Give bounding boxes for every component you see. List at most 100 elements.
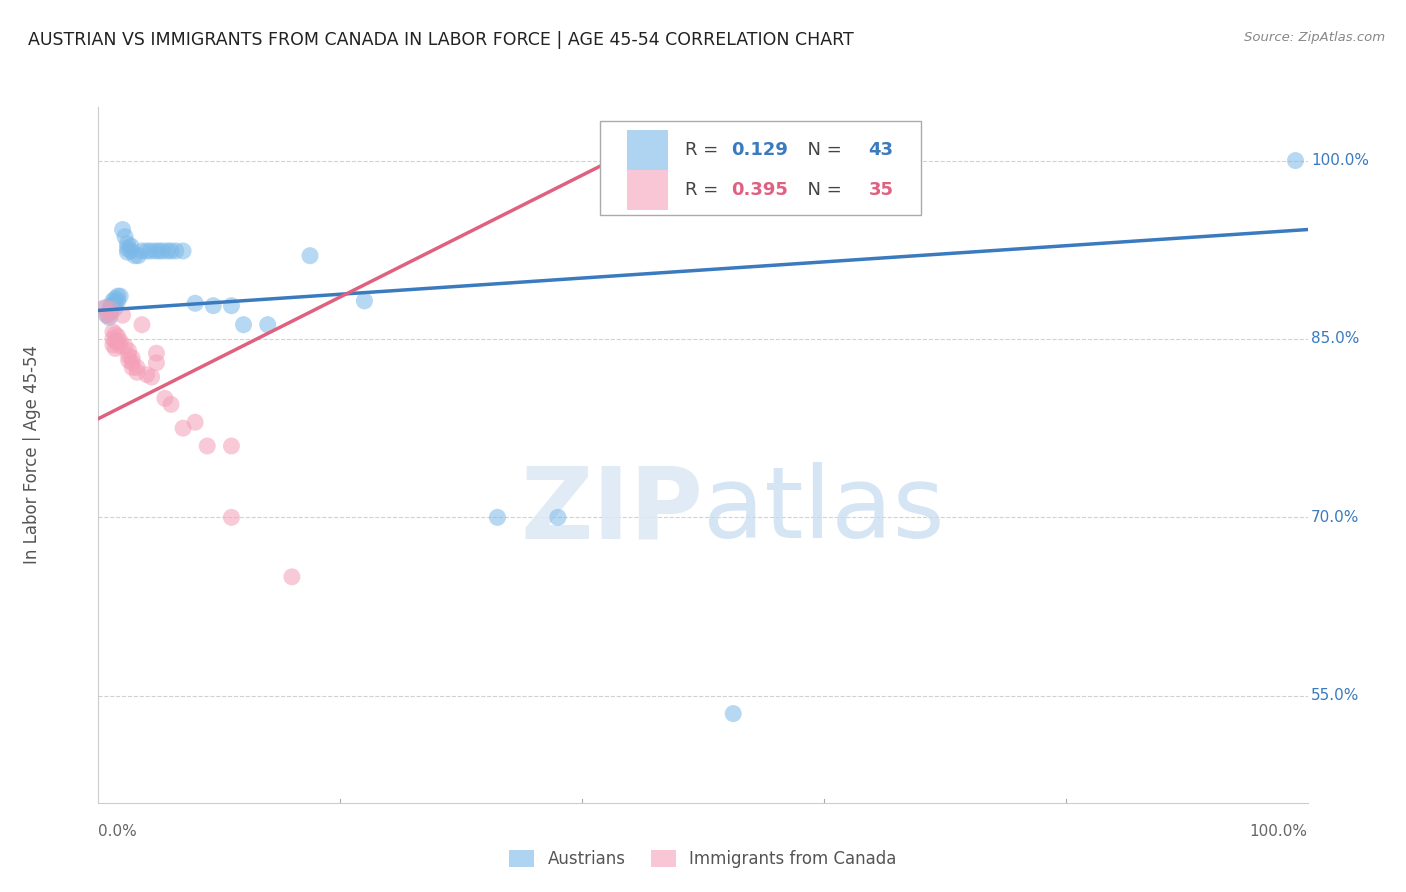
Point	[93, 301, 115, 315]
Text: 55.0%: 55.0%	[1312, 689, 1360, 703]
Point	[135, 244, 157, 258]
Text: 0.129: 0.129	[731, 141, 787, 160]
Point	[145, 346, 167, 360]
Point	[156, 244, 179, 258]
Text: R =: R =	[685, 141, 724, 160]
Point	[172, 244, 194, 258]
Point	[107, 335, 129, 350]
Point	[1284, 153, 1306, 168]
Text: 100.0%: 100.0%	[1312, 153, 1369, 168]
Point	[160, 244, 183, 258]
Point	[165, 244, 187, 258]
Point	[221, 299, 243, 313]
Point	[101, 332, 124, 346]
Point	[353, 293, 375, 308]
Point	[172, 421, 194, 435]
Text: AUSTRIAN VS IMMIGRANTS FROM CANADA IN LABOR FORCE | AGE 45-54 CORRELATION CHART: AUSTRIAN VS IMMIGRANTS FROM CANADA IN LA…	[28, 31, 853, 49]
Legend: Austrians, Immigrants from Canada: Austrians, Immigrants from Canada	[503, 843, 903, 874]
Point	[107, 329, 129, 343]
Point	[148, 244, 170, 258]
Point	[104, 334, 127, 349]
Point	[118, 353, 141, 368]
Point	[118, 349, 141, 363]
Point	[153, 392, 176, 406]
Point	[195, 439, 218, 453]
Point	[124, 249, 146, 263]
Point	[101, 293, 124, 308]
Point	[108, 339, 131, 353]
Point	[131, 244, 153, 258]
FancyBboxPatch shape	[600, 121, 921, 215]
Point	[98, 310, 121, 325]
Point	[100, 302, 122, 317]
Point	[486, 510, 509, 524]
Point	[127, 365, 149, 379]
Point	[141, 370, 163, 384]
Text: In Labor Force | Age 45-54: In Labor Force | Age 45-54	[22, 345, 41, 565]
FancyBboxPatch shape	[627, 130, 668, 170]
Point	[118, 343, 141, 358]
Text: 35: 35	[869, 181, 894, 199]
Point	[281, 570, 304, 584]
Point	[184, 296, 207, 310]
Point	[121, 351, 143, 365]
Point	[100, 304, 122, 318]
Point	[120, 244, 142, 258]
Point	[135, 368, 157, 382]
Text: atlas: atlas	[703, 462, 945, 559]
Point	[547, 510, 569, 524]
Text: 0.0%: 0.0%	[98, 824, 138, 839]
Point	[100, 299, 122, 313]
Point	[152, 244, 174, 258]
Point	[139, 244, 162, 258]
Point	[104, 342, 127, 356]
Point	[120, 239, 142, 253]
Text: 100.0%: 100.0%	[1250, 824, 1308, 839]
Text: 70.0%: 70.0%	[1312, 510, 1360, 524]
Text: 43: 43	[869, 141, 894, 160]
FancyBboxPatch shape	[627, 170, 668, 211]
Point	[143, 244, 166, 258]
Point	[114, 229, 136, 244]
Point	[96, 308, 118, 322]
Point	[101, 338, 124, 352]
Text: 0.395: 0.395	[731, 181, 787, 199]
Point	[232, 318, 254, 332]
Point	[145, 356, 167, 370]
Text: N =: N =	[796, 181, 848, 199]
Point	[184, 415, 207, 429]
Point	[107, 293, 129, 308]
Point	[104, 301, 127, 315]
Point	[107, 289, 129, 303]
Point	[221, 510, 243, 524]
Point	[100, 308, 122, 322]
Point	[131, 318, 153, 332]
Point	[117, 236, 139, 251]
Point	[127, 249, 149, 263]
Point	[127, 360, 149, 375]
Point	[101, 325, 124, 339]
Point	[221, 439, 243, 453]
Text: ZIP: ZIP	[520, 462, 703, 559]
Point	[111, 308, 134, 322]
Point	[101, 299, 124, 313]
Point	[160, 397, 183, 411]
Point	[108, 334, 131, 349]
Point	[256, 318, 278, 332]
Point	[108, 289, 131, 303]
Point	[104, 327, 127, 342]
Point	[93, 301, 115, 315]
Text: R =: R =	[685, 181, 724, 199]
Point	[104, 292, 127, 306]
Point	[111, 222, 134, 236]
Text: Source: ZipAtlas.com: Source: ZipAtlas.com	[1244, 31, 1385, 45]
Point	[117, 245, 139, 260]
Point	[96, 308, 118, 322]
Point	[121, 356, 143, 370]
Point	[114, 339, 136, 353]
Point	[298, 249, 321, 263]
Point	[723, 706, 745, 721]
Text: 85.0%: 85.0%	[1312, 332, 1360, 346]
Point	[121, 360, 143, 375]
Point	[104, 296, 127, 310]
